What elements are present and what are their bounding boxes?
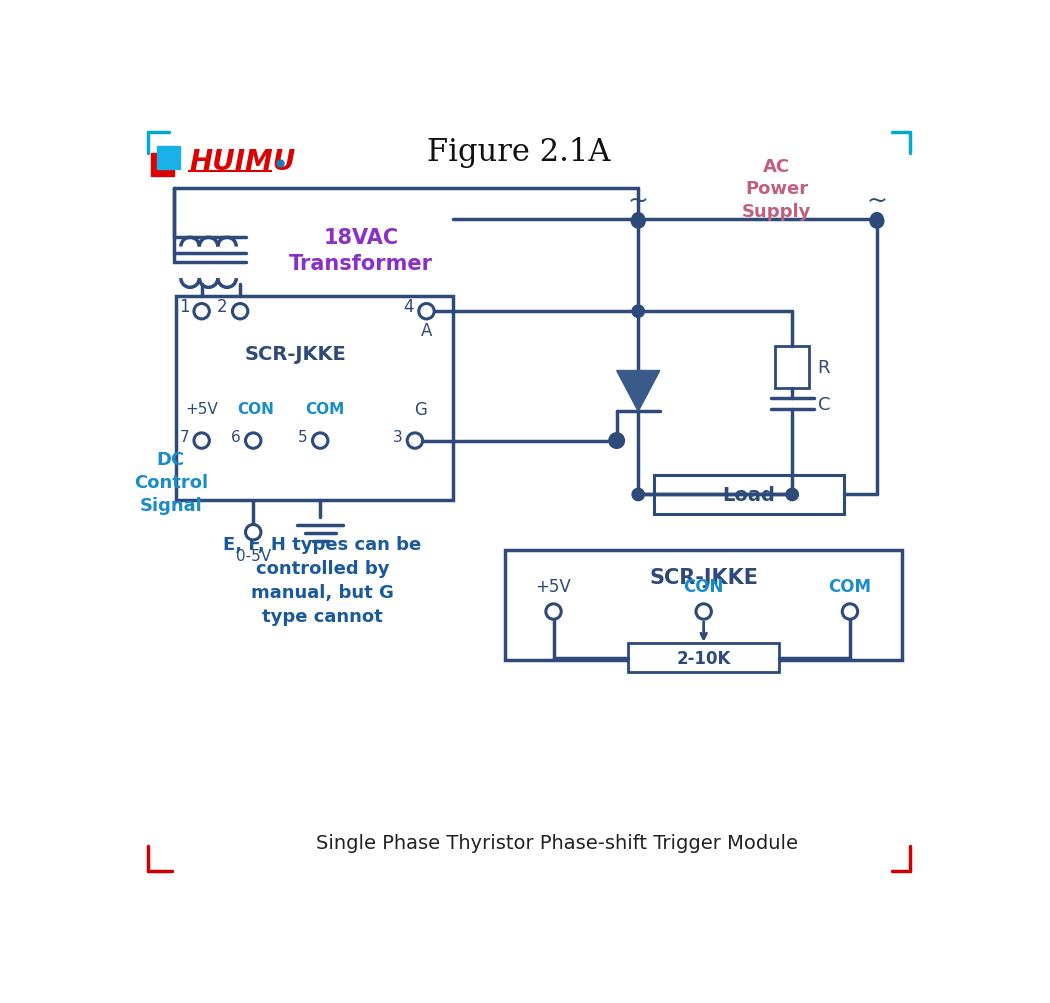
Text: Load: Load — [722, 485, 775, 505]
Text: 6: 6 — [231, 430, 240, 444]
Text: Figure 2.1A: Figure 2.1A — [427, 137, 611, 169]
Text: DC
Control
Signal: DC Control Signal — [133, 450, 208, 515]
Circle shape — [632, 306, 645, 318]
Text: ~: ~ — [866, 189, 887, 213]
Bar — [151, 154, 174, 178]
Polygon shape — [616, 371, 659, 412]
Circle shape — [419, 304, 435, 320]
Circle shape — [232, 304, 248, 320]
Text: SCR-JKKE: SCR-JKKE — [649, 568, 758, 588]
Text: CON: CON — [237, 402, 274, 417]
Bar — [158, 146, 181, 170]
Text: 0-5V: 0-5V — [235, 548, 271, 563]
Circle shape — [870, 215, 884, 229]
Text: 7: 7 — [180, 430, 189, 444]
Text: E, F, H types can be
controlled by
manual, but G
type cannot: E, F, H types can be controlled by manua… — [224, 535, 422, 626]
Text: ~: ~ — [628, 189, 649, 213]
Text: 1: 1 — [178, 298, 189, 316]
Bar — [176, 297, 454, 500]
Circle shape — [842, 604, 858, 620]
Text: COM: COM — [828, 578, 872, 596]
Circle shape — [632, 488, 645, 502]
Text: G: G — [414, 400, 426, 418]
Bar — [628, 644, 779, 673]
Circle shape — [610, 434, 624, 448]
Circle shape — [246, 433, 261, 448]
Circle shape — [246, 525, 261, 541]
Text: +5V: +5V — [185, 402, 218, 417]
Text: Single Phase Thyristor Phase-shift Trigger Module: Single Phase Thyristor Phase-shift Trigg… — [316, 833, 798, 853]
Circle shape — [870, 214, 883, 226]
Text: 2: 2 — [217, 298, 228, 316]
Text: C: C — [818, 395, 831, 413]
Circle shape — [611, 435, 622, 446]
Text: 5: 5 — [298, 430, 308, 444]
Text: 18VAC: 18VAC — [323, 228, 399, 248]
Circle shape — [786, 488, 798, 502]
Bar — [505, 551, 902, 660]
Text: 4: 4 — [403, 298, 414, 316]
Circle shape — [696, 604, 712, 620]
Text: +5V: +5V — [536, 578, 571, 596]
Circle shape — [631, 215, 645, 229]
Text: COM: COM — [306, 402, 344, 417]
Text: 3: 3 — [393, 430, 402, 444]
Bar — [653, 475, 844, 515]
Circle shape — [632, 214, 645, 226]
Text: CON: CON — [684, 578, 723, 596]
Text: SCR-JKKE: SCR-JKKE — [245, 345, 346, 364]
Circle shape — [546, 604, 562, 620]
Circle shape — [313, 433, 328, 448]
Circle shape — [407, 433, 423, 448]
Circle shape — [194, 304, 209, 320]
Text: Transformer: Transformer — [289, 254, 433, 274]
Text: HUIMU: HUIMU — [189, 147, 295, 176]
Circle shape — [194, 433, 209, 448]
Text: AC
Power
Supply: AC Power Supply — [742, 158, 812, 221]
Text: 2-10K: 2-10K — [676, 649, 731, 667]
Bar — [775, 346, 810, 389]
Text: R: R — [818, 359, 831, 377]
Text: A: A — [421, 322, 433, 340]
